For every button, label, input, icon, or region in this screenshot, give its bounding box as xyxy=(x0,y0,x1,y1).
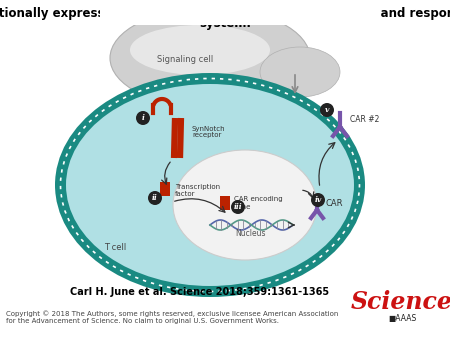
Text: Transcription
factor: Transcription factor xyxy=(175,184,220,196)
Ellipse shape xyxy=(260,47,340,97)
Bar xyxy=(220,196,230,210)
Circle shape xyxy=(231,200,245,214)
Circle shape xyxy=(320,103,334,117)
Text: CAR #2: CAR #2 xyxy=(350,116,379,124)
Text: Science: Science xyxy=(351,290,450,314)
Text: ■AAAS: ■AAAS xyxy=(388,314,416,322)
Text: SynNotch
receptor: SynNotch receptor xyxy=(192,125,225,139)
Text: system.: system. xyxy=(199,17,251,30)
Text: Nucleus: Nucleus xyxy=(235,228,265,238)
Bar xyxy=(100,0,380,25)
Ellipse shape xyxy=(66,84,354,286)
Text: Carl H. June et al. Science 2018;359:1361-1365: Carl H. June et al. Science 2018;359:136… xyxy=(71,287,329,297)
Text: Fig. 3 Conditionally expressed CAR using Notch as a signal induction and respons: Fig. 3 Conditionally expressed CAR using… xyxy=(0,7,450,20)
Text: T cell: T cell xyxy=(104,243,126,252)
Text: Signaling cell: Signaling cell xyxy=(157,55,213,65)
Text: iii: iii xyxy=(234,203,242,211)
Ellipse shape xyxy=(110,8,310,108)
Text: Copyright © 2018 The Authors, some rights reserved, exclusive licensee American : Copyright © 2018 The Authors, some right… xyxy=(6,310,338,324)
Text: v: v xyxy=(325,106,329,114)
Circle shape xyxy=(311,193,325,207)
Bar xyxy=(160,182,170,196)
Ellipse shape xyxy=(55,73,365,297)
Circle shape xyxy=(148,191,162,205)
Circle shape xyxy=(136,111,150,125)
Ellipse shape xyxy=(173,150,317,260)
Ellipse shape xyxy=(130,25,270,75)
Text: iv: iv xyxy=(315,196,322,204)
Text: CAR encoding
gene: CAR encoding gene xyxy=(234,196,283,210)
Text: ii: ii xyxy=(152,194,158,202)
Text: i: i xyxy=(142,114,144,122)
Text: CAR: CAR xyxy=(325,198,342,208)
